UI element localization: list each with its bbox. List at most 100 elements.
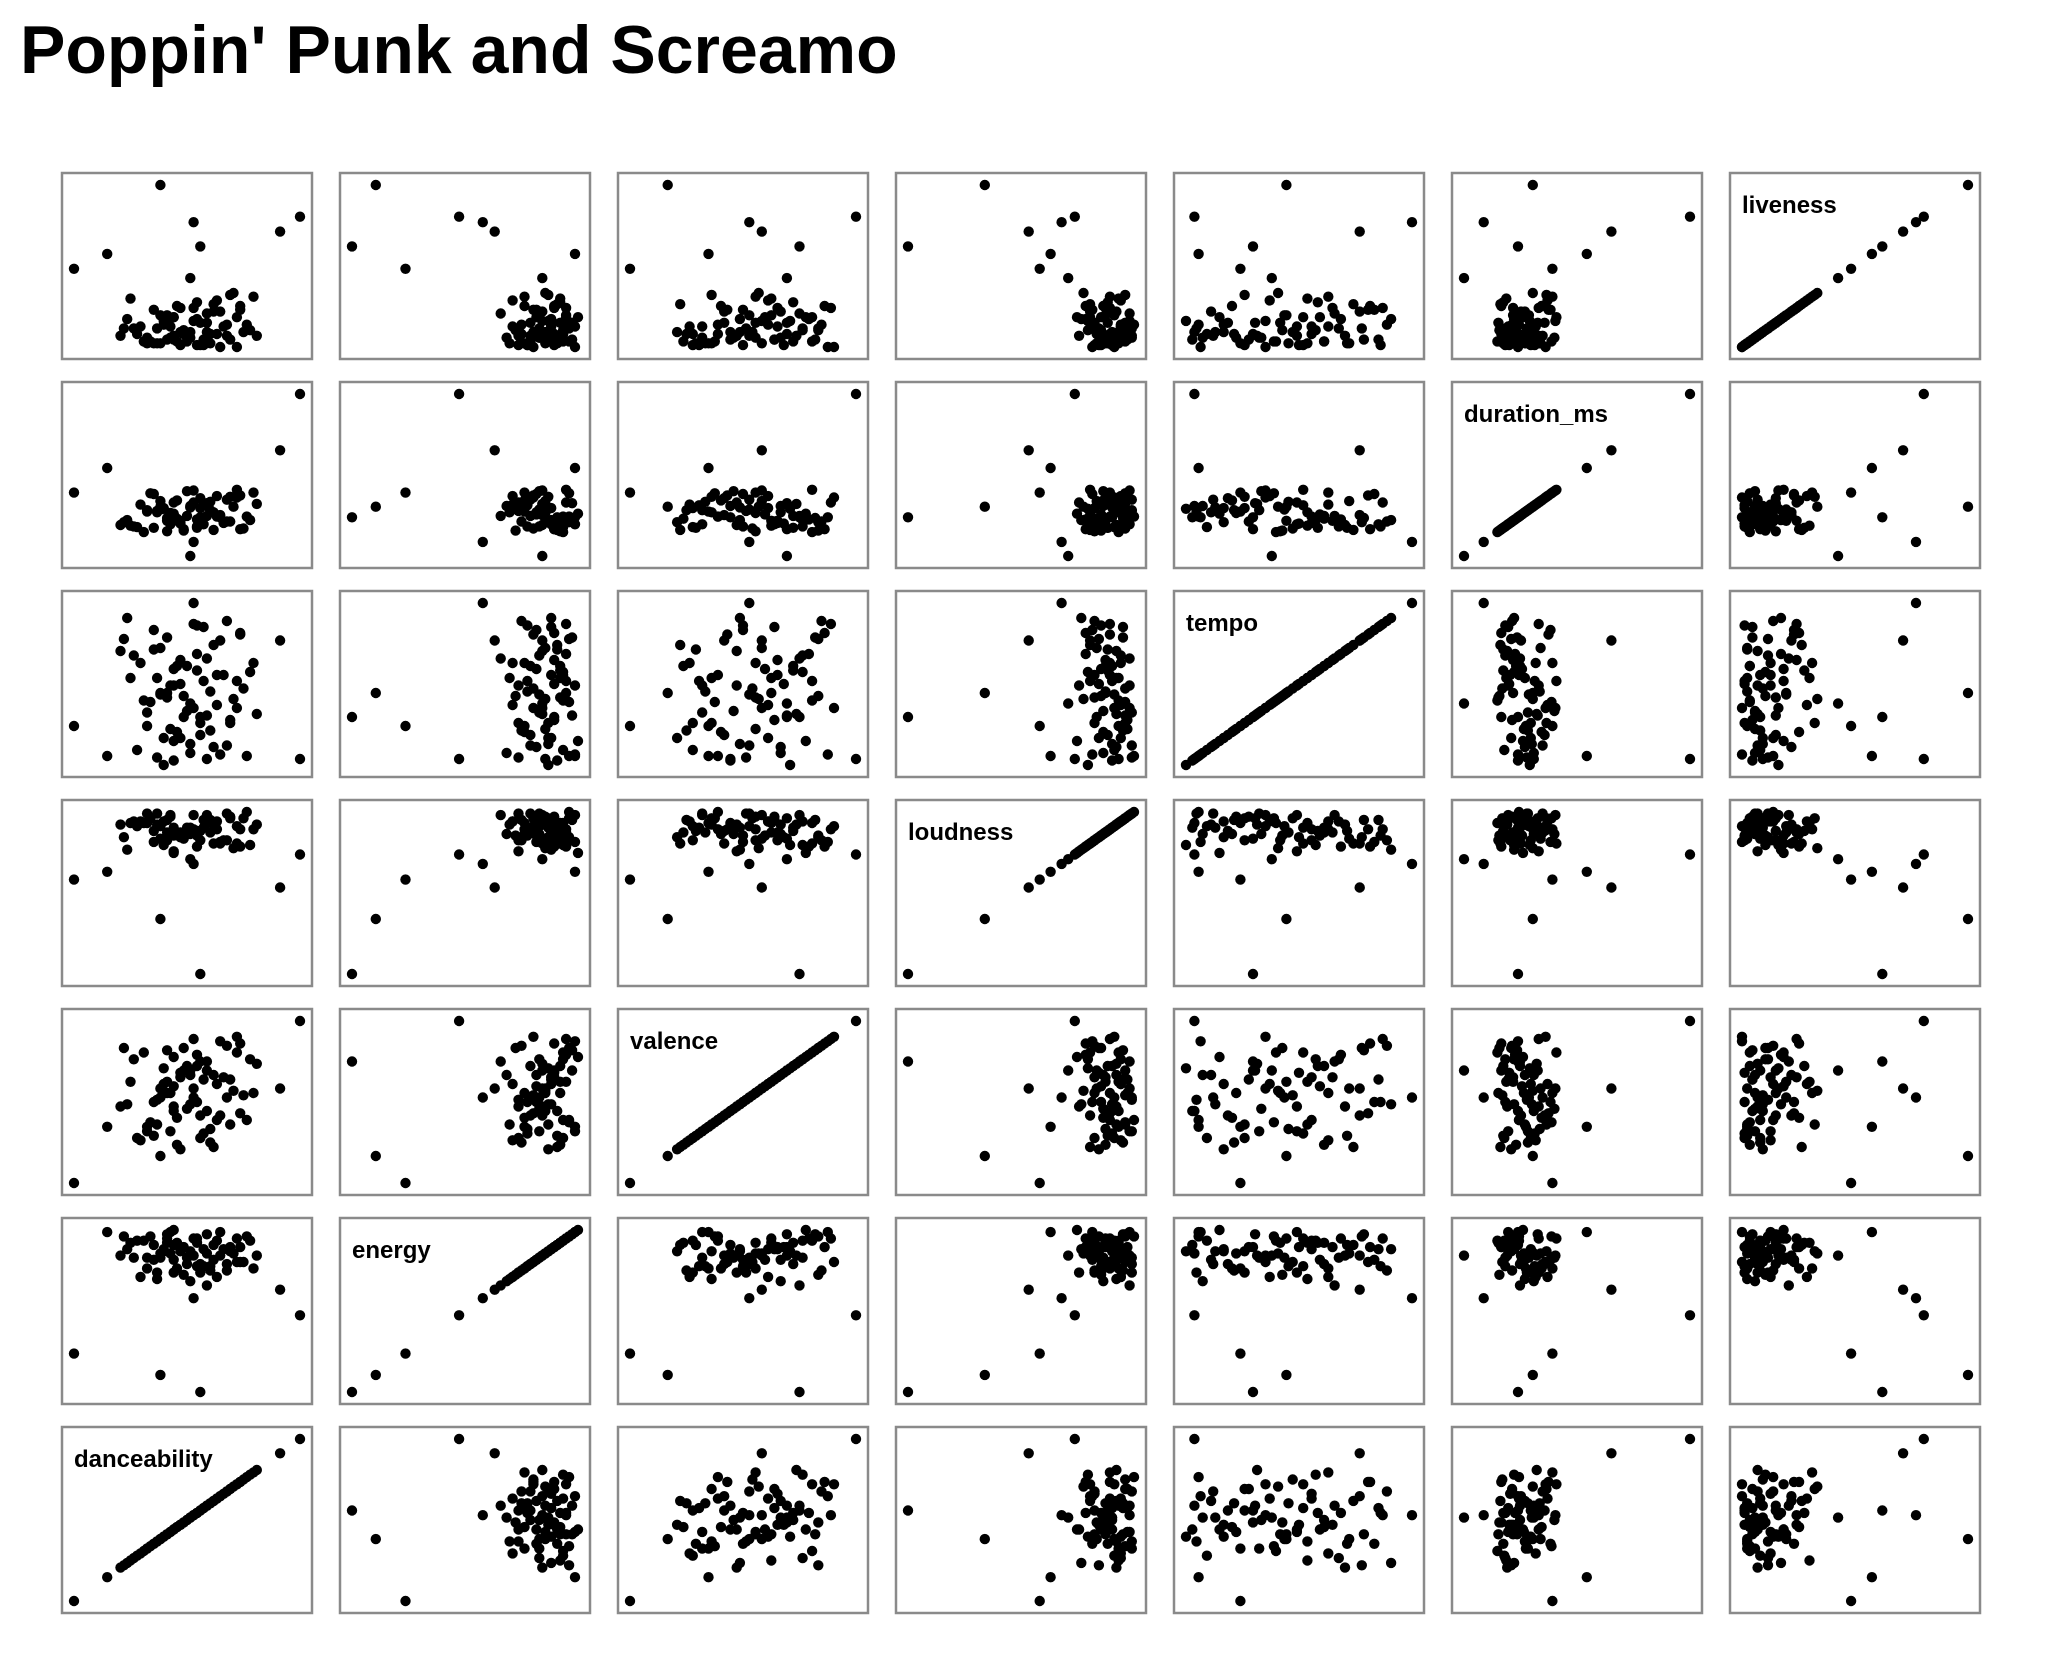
data-point (549, 654, 560, 666)
data-point (1517, 847, 1529, 859)
data-point (510, 690, 521, 702)
data-point (1327, 1519, 1338, 1531)
data-point (489, 1284, 500, 1295)
data-point (118, 1560, 130, 1571)
data-point (684, 657, 695, 669)
data-point (504, 1536, 515, 1547)
data-point (68, 263, 80, 274)
data-point (274, 635, 286, 646)
data-point (188, 858, 199, 870)
data-point (1845, 874, 1857, 885)
data-point (235, 1256, 246, 1268)
data-point (211, 1078, 223, 1090)
data-point (1335, 1049, 1347, 1061)
data-point (1275, 526, 1286, 537)
data-point (522, 1096, 533, 1108)
data-point (1073, 1267, 1085, 1278)
data-point (1786, 1254, 1797, 1266)
data-point (453, 753, 465, 765)
data-point (813, 525, 824, 536)
data-point (1513, 824, 1525, 835)
data-point (684, 499, 695, 510)
data-point (772, 1519, 783, 1531)
data-point (902, 1505, 914, 1516)
data-point (756, 635, 767, 646)
data-point (1069, 753, 1081, 765)
data-point (1124, 653, 1135, 664)
data-point (1087, 624, 1098, 636)
data-point (1755, 524, 1766, 535)
data-point (744, 821, 755, 832)
data-point (208, 1254, 219, 1266)
data-point (1495, 1495, 1506, 1507)
data-point (1095, 620, 1107, 631)
panel-danceability-vs-liveness (1728, 1425, 1982, 1615)
data-point (1739, 521, 1750, 532)
data-point (1266, 854, 1278, 865)
data-point (1458, 1250, 1470, 1261)
data-point (1354, 1083, 1365, 1094)
data-point (766, 293, 777, 304)
data-point (1091, 711, 1102, 723)
data-point (1832, 550, 1844, 562)
data-point (1191, 808, 1202, 819)
data-point (1193, 1572, 1204, 1583)
data-point (155, 1150, 166, 1162)
data-point (557, 1469, 569, 1480)
data-point (1076, 1557, 1087, 1569)
data-point (1247, 1065, 1259, 1076)
data-point (211, 511, 223, 522)
data-point (522, 339, 533, 351)
data-point (803, 1507, 815, 1519)
data-point (178, 524, 189, 535)
data-point (706, 289, 717, 301)
data-point (1208, 808, 1219, 819)
data-point (489, 226, 500, 237)
panel-tempo-vs-loudness (894, 589, 1148, 779)
data-point (1100, 302, 1111, 314)
data-point (569, 248, 581, 260)
data-point (1525, 1244, 1537, 1255)
data-point (1239, 813, 1250, 824)
data-point (507, 1548, 518, 1559)
data-point (1536, 300, 1547, 312)
data-point (168, 330, 179, 341)
data-point (1275, 835, 1286, 846)
data-point (1531, 1464, 1542, 1476)
data-point (1189, 1105, 1200, 1117)
data-point (1260, 1031, 1271, 1043)
data-point (697, 707, 708, 718)
data-point (1302, 1273, 1313, 1285)
data-point (1542, 1078, 1553, 1090)
data-point (1541, 1246, 1552, 1257)
data-point (560, 302, 572, 314)
data-point (1522, 332, 1534, 343)
data-point (678, 827, 689, 838)
data-point (712, 1114, 724, 1126)
data-point (1045, 1121, 1056, 1133)
data-point (1749, 1126, 1761, 1137)
data-point (725, 753, 736, 765)
data-point (1205, 306, 1217, 317)
data-point (794, 1386, 805, 1398)
data-point (1744, 1060, 1756, 1072)
data-point (700, 686, 711, 697)
data-point (208, 1069, 219, 1081)
data-point (228, 693, 239, 705)
data-point (1533, 846, 1544, 857)
data-point (1080, 1507, 1091, 1519)
data-point (744, 740, 755, 751)
data-point (346, 512, 358, 523)
data-point (1768, 319, 1779, 330)
data-point (128, 1054, 139, 1065)
data-point (1358, 334, 1370, 345)
data-point (1069, 1310, 1081, 1321)
data-point (731, 680, 742, 691)
data-point (185, 1276, 196, 1287)
panel-frame (1450, 171, 1704, 361)
data-point (1535, 642, 1546, 654)
data-point (1547, 1348, 1558, 1359)
data-point (1239, 1246, 1250, 1257)
data-point (1306, 669, 1317, 681)
data-point (828, 1256, 840, 1268)
